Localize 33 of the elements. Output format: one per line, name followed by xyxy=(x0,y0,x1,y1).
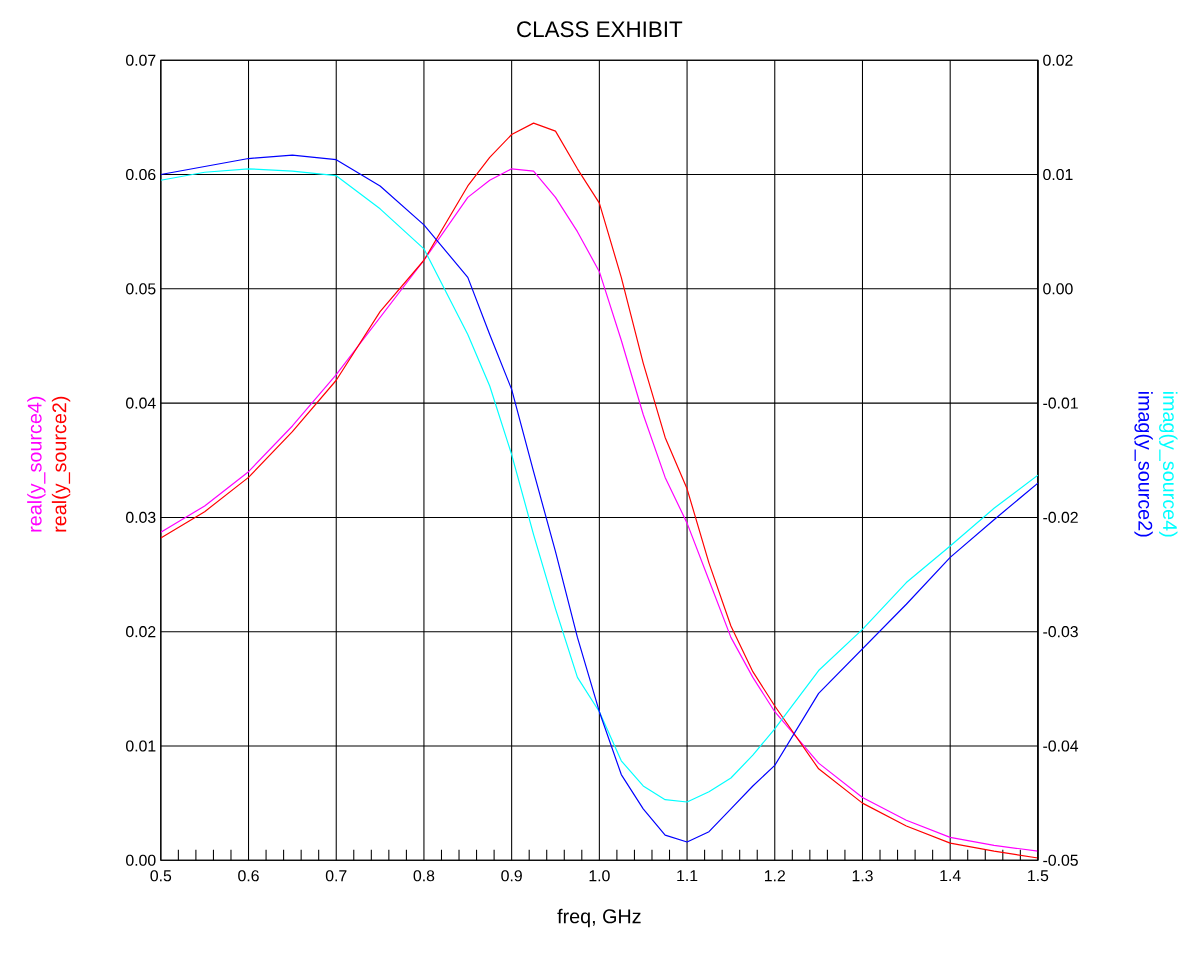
y-tick-label: 0.05 xyxy=(126,283,156,295)
y-tick-label: 0.00 xyxy=(126,854,156,866)
text: real(y_source2) xyxy=(51,396,71,532)
x-tick-label: 1.0 xyxy=(589,870,610,882)
x-axis-title: freq, GHz xyxy=(557,908,641,928)
y2-tick-label: -0.05 xyxy=(1043,854,1078,866)
chart-title: CLASS EXHIBIT xyxy=(517,21,683,38)
y2-tick-label: -0.02 xyxy=(1043,511,1078,523)
x-tick-label: 0.9 xyxy=(501,870,522,882)
y-tick-label: 0.03 xyxy=(126,511,156,523)
text: real(y_source4) xyxy=(27,396,46,532)
x-tick-label: 1.2 xyxy=(764,870,785,882)
x-tick-label: 0.7 xyxy=(325,870,347,882)
x-tick-label: 0.5 xyxy=(150,870,172,882)
y2-tick-label: 0.01 xyxy=(1043,168,1073,181)
y2-tick-label: 0.00 xyxy=(1043,283,1073,295)
x-tick-label: 1.3 xyxy=(852,870,873,882)
y-tick-label: 0.07 xyxy=(126,54,156,66)
y-tick-label: 0.04 xyxy=(126,397,156,409)
y-tick-label: 0.02 xyxy=(126,626,156,638)
y-tick-label: 0.06 xyxy=(126,168,156,181)
text: imag(y_source4) xyxy=(1159,391,1178,537)
x-tick-label: 1.4 xyxy=(940,870,961,882)
y2-tick-label: 0.02 xyxy=(1043,54,1073,66)
y2-tick-label: -0.03 xyxy=(1043,626,1078,638)
y2-tick-label: -0.04 xyxy=(1043,740,1079,752)
x-tick-label: 0.6 xyxy=(238,870,259,882)
y2-tick-label: -0.01 xyxy=(1043,397,1078,409)
x-tick-label: 1.1 xyxy=(677,870,698,882)
x-tick-label: 0.8 xyxy=(413,870,435,882)
y-tick-label: 0.01 xyxy=(126,740,156,752)
text: imag(y_source2) xyxy=(1134,391,1153,537)
x-tick-label: 1.5 xyxy=(1028,870,1049,882)
